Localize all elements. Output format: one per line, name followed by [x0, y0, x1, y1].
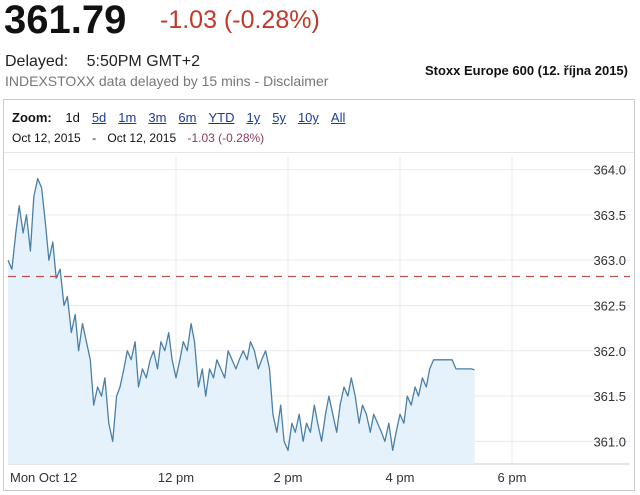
zoom-6m[interactable]: 6m	[178, 110, 197, 125]
divider	[4, 152, 634, 153]
chart-panel: Zoom: 1d 5d 1m 3m 6m YTD 1y 5y 10y All Oct 12, 20…	[3, 99, 635, 491]
x-tick-label: Mon Oct 12	[10, 470, 77, 485]
y-tick-label: 364.0	[593, 163, 626, 178]
zoom-3m[interactable]: 3m	[148, 110, 167, 125]
y-tick-label: 361.0	[593, 434, 626, 449]
chart-caption: Stoxx Europe 600 (12. října 2015)	[424, 63, 628, 78]
zoom-ytd[interactable]: YTD	[208, 110, 235, 125]
range-change: -1.03 (-0.28%)	[187, 131, 265, 145]
y-tick-label: 362.5	[593, 298, 626, 313]
zoom-bar: Zoom: 1d 5d 1m 3m 6m YTD 1y 5y 10y All	[12, 110, 357, 125]
delayed-time: 5:50PM GMT+2	[86, 53, 200, 70]
y-tick-label: 363.0	[593, 253, 626, 268]
y-tick-label: 362.0	[593, 344, 626, 359]
x-tick-label: 4 pm	[386, 470, 415, 485]
price-area	[8, 178, 475, 464]
x-tick-label: 6 pm	[498, 470, 527, 485]
y-tick-label: 361.5	[593, 389, 626, 404]
range-to-input[interactable]: Oct 12, 2015	[107, 131, 177, 145]
price-change: -1.03 (-0.28%)	[160, 6, 320, 34]
zoom-5y[interactable]: 5y	[272, 110, 286, 125]
x-tick-label: 12 pm	[158, 470, 194, 485]
zoom-1d[interactable]: 1d	[65, 110, 80, 125]
x-tick-label: 2 pm	[274, 470, 303, 485]
y-tick-label: 363.5	[593, 208, 626, 223]
zoom-5d[interactable]: 5d	[91, 110, 107, 125]
delayed-line: Delayed: 5:50PM GMT+2	[5, 53, 200, 71]
range-from-input[interactable]: Oct 12, 2015	[12, 131, 81, 145]
zoom-all[interactable]: All	[330, 110, 346, 125]
price-chart: 364.0 363.5 363.0 362.5 362.0 361.5 361.0 Mon O…	[7, 156, 630, 485]
zoom-1y[interactable]: 1y	[246, 110, 261, 125]
price-line	[7, 177, 475, 452]
price-value: 361.79	[4, 0, 127, 42]
date-range-bar: Oct 12, 2015 - Oct 12, 2015 -1.03 (-0.28…	[12, 131, 264, 145]
delayed-label: Delayed:	[5, 53, 69, 70]
zoom-10y[interactable]: 10y	[297, 110, 319, 125]
range-dash: -	[92, 131, 97, 145]
zoom-label: Zoom:	[12, 110, 52, 125]
zoom-1m[interactable]: 1m	[118, 110, 137, 125]
data-source-line: INDEXSTOXX data delayed by 15 mins - Dis…	[5, 73, 329, 89]
